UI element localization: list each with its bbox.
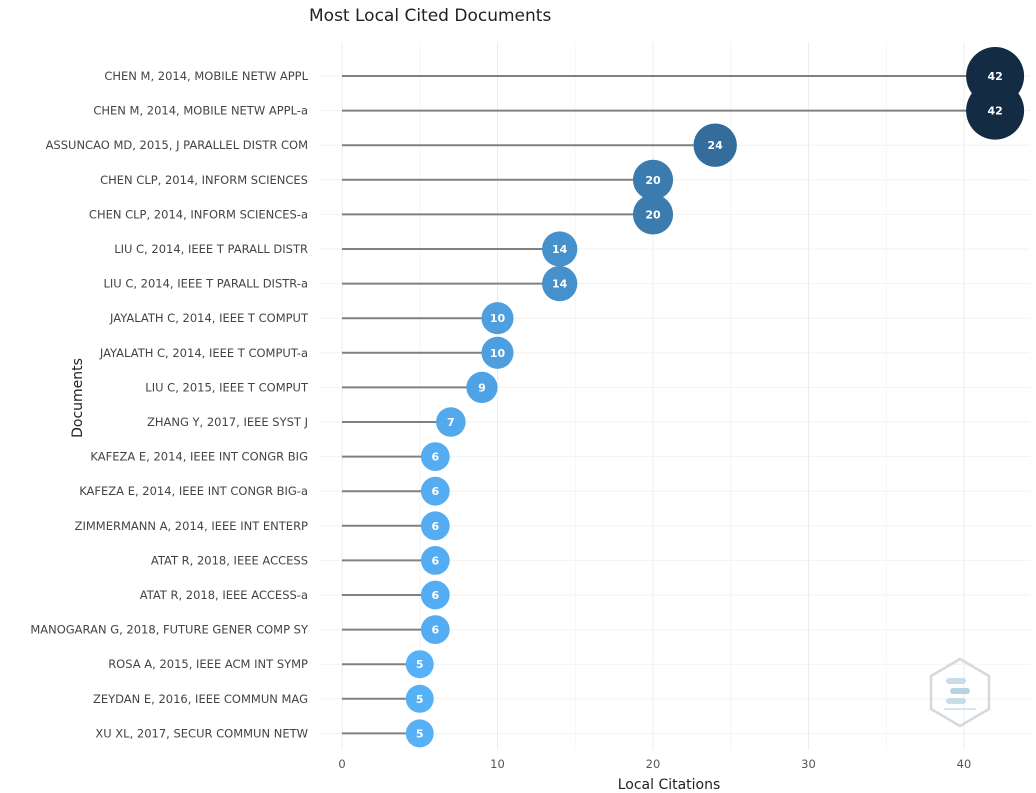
category-label: LIU C, 2014, IEEE T PARALL DISTR-a	[103, 277, 308, 291]
category-label: CHEN CLP, 2014, INFORM SCIENCES-a	[89, 207, 308, 221]
data-point	[420, 545, 450, 575]
data-point	[481, 302, 514, 335]
data-point	[542, 265, 578, 302]
data-label: 7	[447, 416, 455, 429]
category-label: CHEN M, 2014, MOBILE NETW APPL	[104, 69, 308, 83]
data-point	[632, 159, 674, 200]
category-label: KAFEZA E, 2014, IEEE INT CONGR BIG-a	[79, 484, 308, 498]
data-point	[405, 684, 434, 713]
category-label: KAFEZA E, 2014, IEEE INT CONGR BIG	[90, 450, 308, 464]
data-label: 6	[431, 554, 439, 567]
x-tick-label: 40	[957, 757, 972, 771]
category-label: ROSA A, 2015, IEEE ACM INT SYMP	[108, 657, 308, 671]
data-label: 24	[708, 139, 724, 152]
data-label: 10	[490, 347, 506, 360]
data-label: 42	[987, 105, 1002, 118]
data-label: 5	[416, 727, 424, 740]
category-label: LIU C, 2014, IEEE T PARALL DISTR	[114, 242, 308, 256]
data-label: 6	[431, 589, 439, 602]
chart-title: Most Local Cited Documents	[309, 6, 551, 26]
category-labels: CHEN M, 2014, MOBILE NETW APPL CHEN M, 20…	[30, 69, 309, 740]
data-label: 6	[431, 520, 439, 533]
category-label: CHEN M, 2014, MOBILE NETW APPL-a	[93, 104, 308, 118]
data-label: 14	[552, 278, 568, 291]
data-label: 14	[552, 243, 568, 256]
data-point	[481, 336, 514, 369]
data-point	[436, 407, 466, 437]
category-label: XU XL, 2017, SECUR COMMUN NETW	[95, 726, 308, 740]
x-tick-label: 10	[490, 757, 505, 771]
data-point	[966, 81, 1025, 140]
data-point	[420, 580, 450, 610]
data-label: 6	[431, 451, 439, 464]
data-label: 42	[987, 70, 1002, 83]
category-label: ATAT R, 2018, IEEE ACCESS-a	[140, 588, 308, 602]
data-point	[693, 123, 737, 167]
x-tick-label: 20	[646, 757, 661, 771]
category-label: MANOGARAN G, 2018, FUTURE GENER COMP SY	[30, 623, 309, 637]
x-tick-labels: 0 10 20 30 40	[338, 757, 971, 771]
x-tick-label: 0	[338, 757, 345, 771]
data-point	[405, 719, 434, 748]
bibliometrix-logo-icon	[929, 657, 991, 728]
category-label: ZIMMERMANN A, 2014, IEEE INT ENTERP	[75, 519, 308, 533]
data-point	[420, 476, 450, 506]
data-label: 5	[416, 693, 424, 706]
category-label: JAYALATH C, 2014, IEEE T COMPUT	[109, 311, 309, 325]
data-label: 20	[645, 208, 661, 221]
data-point	[466, 371, 498, 404]
y-axis-title: Documents	[70, 358, 86, 438]
data-label: 20	[645, 174, 661, 187]
grid	[320, 42, 1030, 750]
data-label: 5	[416, 658, 424, 671]
data-label: 9	[478, 381, 486, 394]
bubbles: 42 42 24 20 20 14 14 10 10 9 7 6 6 6 6 6 6 5 5 5	[405, 47, 1025, 748]
category-label: ZEYDAN E, 2016, IEEE COMMUN MAG	[93, 692, 308, 706]
category-label: JAYALATH C, 2014, IEEE T COMPUT-a	[99, 346, 308, 360]
data-point	[420, 615, 450, 645]
category-label: ASSUNCAO MD, 2015, J PARALLEL DISTR COM	[46, 138, 308, 152]
category-label: CHEN CLP, 2014, INFORM SCIENCES	[100, 173, 308, 187]
data-label: 10	[490, 312, 506, 325]
category-label: LIU C, 2015, IEEE T COMPUT	[145, 380, 309, 394]
data-point	[420, 511, 450, 541]
data-point	[632, 194, 674, 235]
x-tick-label: 30	[801, 757, 816, 771]
x-axis-title: Local Citations	[618, 777, 721, 793]
data-point	[420, 442, 450, 472]
data-label: 6	[431, 485, 439, 498]
data-point	[542, 231, 578, 267]
data-point	[405, 650, 434, 679]
data-label: 6	[431, 624, 439, 637]
category-label: ATAT R, 2018, IEEE ACCESS	[151, 553, 308, 567]
category-label: ZHANG Y, 2017, IEEE SYST J	[147, 415, 308, 429]
